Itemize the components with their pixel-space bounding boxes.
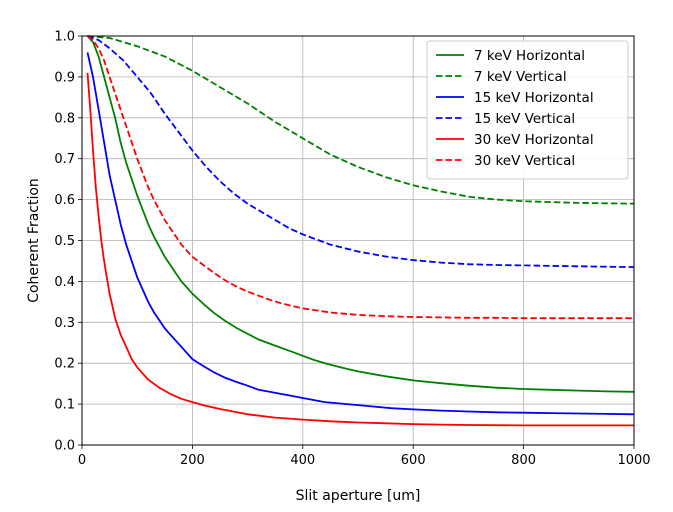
x-tick-label: 600 xyxy=(401,453,426,468)
y-tick-label: 0.6 xyxy=(54,193,75,208)
series-line xyxy=(86,52,635,416)
y-tick-label: 0.4 xyxy=(54,275,75,290)
series-line xyxy=(87,35,635,205)
x-tick-label: 800 xyxy=(511,453,536,468)
legend-box xyxy=(426,40,629,180)
x-tick-label: 400 xyxy=(290,453,315,468)
y-tick-label: 0.1 xyxy=(54,398,75,413)
legend: 7 keV Horizontal 7 keV Vertical 15 keV Hor… xyxy=(426,40,629,180)
x-tick-label: 1000 xyxy=(617,453,650,468)
axis-ticks: 0 200 400 600 800 1000 0.0 0.1 0.2 0.3 0.4 0.5 0.6 0.… xyxy=(54,30,650,469)
series-line xyxy=(86,72,634,427)
y-tick-label: 0.2 xyxy=(54,357,75,372)
series-lines xyxy=(86,35,635,427)
series-line xyxy=(86,35,635,393)
legend-label: 15 keV Vertical xyxy=(474,111,575,127)
y-tick-label: 0.5 xyxy=(54,234,75,249)
series-line xyxy=(87,35,635,268)
y-tick-label: 0.8 xyxy=(54,111,75,126)
y-tick-label: 0.9 xyxy=(54,70,75,85)
series-line xyxy=(86,35,634,320)
x-tick-label: 0 xyxy=(78,453,86,468)
legend-label: 30 keV Vertical xyxy=(474,153,575,169)
y-tick-label: 0.3 xyxy=(54,316,75,331)
x-tick-label: 200 xyxy=(180,453,205,468)
y-tick-label: 0.0 xyxy=(54,439,75,454)
y-tick-label: 1.0 xyxy=(54,30,75,45)
y-axis-label: Coherent Fraction xyxy=(26,178,42,303)
y-tick-label: 0.7 xyxy=(54,152,75,167)
legend-label: 30 keV Horizontal xyxy=(474,132,594,148)
legend-label: 7 keV Vertical xyxy=(474,69,567,85)
grid xyxy=(81,35,635,446)
legend-label: 7 keV Horizontal xyxy=(474,48,585,64)
x-axis-label: Slit aperture [um] xyxy=(296,488,421,504)
legend-label: 15 keV Horizontal xyxy=(474,90,594,106)
